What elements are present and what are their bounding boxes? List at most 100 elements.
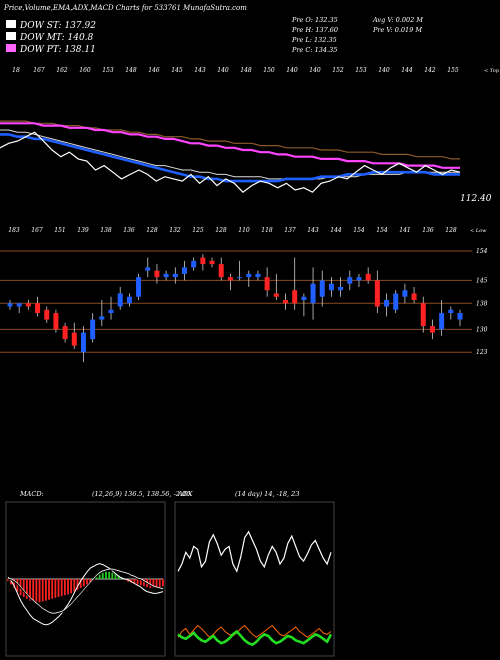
- candle-body: [347, 277, 353, 284]
- ema-bottom-label: 128: [445, 227, 457, 234]
- candle-body: [255, 273, 261, 278]
- stat-pre-volume: Pre V: 0.019 M: [372, 26, 422, 34]
- ema-top-label: 153: [355, 67, 367, 74]
- ema-top-label: 167: [33, 67, 45, 74]
- candle-body: [25, 303, 31, 307]
- ema-top-label: 152: [332, 67, 344, 74]
- macd-histogram-bar: [38, 579, 41, 603]
- macd-histogram-bar: [44, 579, 47, 601]
- ema-bottom-label: 136: [422, 227, 434, 234]
- macd-histogram-bar: [89, 579, 92, 583]
- ema-bottom-label: 141: [399, 227, 410, 234]
- candle-body: [411, 293, 417, 300]
- ema-top-label: 150: [263, 67, 275, 74]
- ema-top-label: 153: [102, 67, 114, 74]
- candle-body: [71, 332, 77, 346]
- candle-body: [108, 309, 114, 314]
- candle-body: [429, 326, 435, 333]
- macd-histogram-bar: [10, 579, 12, 585]
- macd-label: MACD:: [19, 490, 44, 498]
- candle-body: [163, 273, 169, 278]
- legend-swatch-mt: [6, 32, 16, 40]
- macd-histogram-bar: [29, 579, 31, 601]
- candle-body: [181, 267, 187, 274]
- price-panel: 154 145 138 130 123: [0, 248, 488, 362]
- last-price-label: 112.40: [460, 194, 492, 204]
- ema-bottom-label: 128: [146, 227, 158, 234]
- ema-top-label: 162: [56, 67, 68, 74]
- macd-histogram-bar: [136, 579, 139, 585]
- macd-histogram-bar: [149, 579, 152, 588]
- price-tick-label: 130: [476, 326, 488, 333]
- legend: DOW ST: 137.92 DOW MT: 140.8 DOW PT: 138…: [6, 20, 96, 55]
- candle-body: [117, 293, 123, 307]
- ema-series-line: [0, 129, 460, 180]
- macd-panel: [7, 563, 164, 626]
- ema-top-right-label: < Top: [484, 68, 500, 74]
- candle-body: [338, 286, 344, 291]
- adx-label: ADX: [177, 490, 193, 498]
- macd-histogram-bar: [51, 579, 54, 599]
- macd-histogram-bar: [133, 579, 136, 584]
- macd-histogram-bar: [117, 575, 120, 579]
- macd-histogram-bar: [101, 572, 104, 579]
- ema-bottom-label: 144: [330, 227, 342, 234]
- candle-body: [237, 277, 243, 279]
- candle-body: [172, 273, 178, 278]
- candle-body: [16, 303, 22, 307]
- ema-top-label: 143: [194, 67, 206, 74]
- candle-body: [136, 277, 142, 297]
- candle-body: [402, 290, 408, 297]
- ema-top-label: 140: [309, 67, 321, 74]
- price-tick-label: 154: [476, 248, 488, 255]
- price-tick-label: 123: [476, 349, 488, 356]
- candle-body: [7, 303, 13, 307]
- candle-body: [319, 280, 325, 297]
- candle-body: [218, 264, 224, 278]
- macd-histogram-bar: [63, 579, 66, 596]
- candle-body: [126, 296, 132, 304]
- macd-histogram-bar: [54, 579, 57, 598]
- stat-avg-volume: Avg V: 0.002 M: [372, 16, 423, 24]
- stats-block: Pre O: 132.35 Avg V: 0.002 M Pre H: 137.…: [291, 16, 423, 54]
- candle-body: [200, 257, 206, 265]
- candle-body: [374, 280, 380, 307]
- macd-histogram-bar: [16, 579, 19, 592]
- macd-histogram-bar: [114, 573, 117, 579]
- ema-top-label: 145: [171, 67, 183, 74]
- macd-histogram-bar: [70, 579, 73, 594]
- chart-title: Price,Volume,EMA,ADX,MACD Charts for 533…: [3, 4, 247, 12]
- legend-swatch-pt: [6, 44, 16, 52]
- stat-pre-high: Pre H: 137.60: [291, 26, 338, 34]
- ema-top-label: 140: [217, 67, 229, 74]
- candle-body: [90, 319, 96, 340]
- ema-top-label: 140: [378, 67, 390, 74]
- ema-bottom-label: 151: [54, 227, 65, 234]
- ema-top-label: 18: [12, 67, 20, 74]
- ema-bottom-label: 139: [77, 227, 89, 234]
- ema-top-label: 142: [424, 67, 436, 74]
- candle-body: [356, 277, 362, 281]
- macd-histogram-bar: [79, 579, 82, 588]
- ema-series-line: [0, 120, 460, 160]
- macd-line: [7, 568, 164, 614]
- candle-body: [384, 300, 390, 307]
- ema-bottom-label: 137: [284, 227, 296, 234]
- adx-params: (14 day) 14, -18, 23: [235, 490, 299, 498]
- legend-label-mt: DOW MT: 140.8: [19, 33, 94, 43]
- candle-body: [99, 316, 105, 320]
- macd-histogram-bar: [105, 571, 107, 579]
- ema-bottom-label: 154: [376, 227, 388, 234]
- macd-histogram-bar: [67, 579, 69, 595]
- macd-histogram-bar: [57, 579, 60, 597]
- adx-series-line: [177, 629, 333, 647]
- ema-top-label: 160: [79, 67, 91, 74]
- candle-body: [420, 303, 426, 327]
- candle-body: [365, 273, 371, 281]
- candle-body: [227, 277, 233, 281]
- ema-series-line: [0, 122, 460, 169]
- macd-histogram-bar: [41, 579, 44, 602]
- ema-bottom-label: 136: [123, 227, 135, 234]
- macd-histogram-bar: [143, 579, 145, 587]
